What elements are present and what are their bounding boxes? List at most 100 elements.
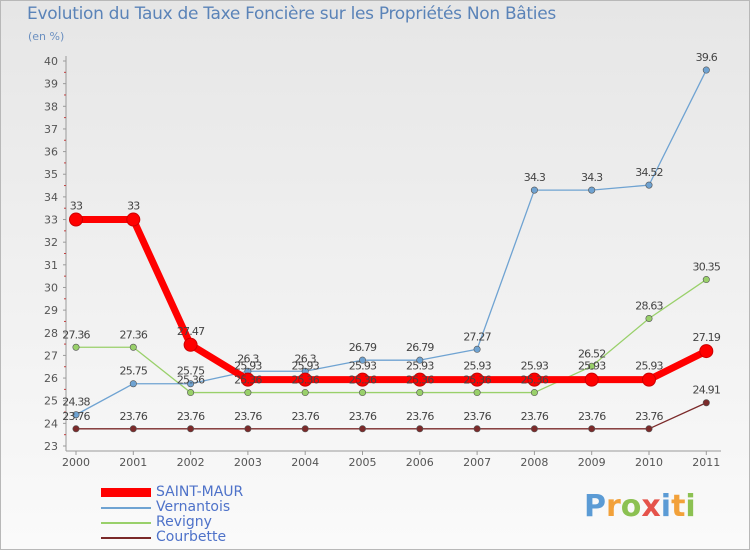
y-tick-label: 31 (44, 259, 58, 272)
data-label: 25.93 (234, 360, 262, 373)
data-point (642, 372, 656, 387)
data-point (530, 389, 538, 397)
data-point (244, 425, 252, 433)
data-label: 27.36 (120, 328, 148, 341)
data-point (72, 411, 80, 419)
data-labels-layer: 23.76 23.76 23.76 23.76 23.76 23.76 23.76 23.76… (62, 51, 721, 423)
data-label: 23.76 (406, 410, 434, 423)
data-point (645, 314, 653, 322)
data-label: 25.36 (177, 374, 205, 387)
series-line-revigny (76, 279, 707, 394)
data-label: 25.36 (234, 374, 262, 387)
y-tick-label: 40 (44, 55, 58, 68)
data-label: 23.76 (578, 410, 606, 423)
data-point (358, 389, 366, 397)
logo-letter: t (671, 489, 686, 524)
series-layer (69, 66, 714, 433)
data-point (412, 372, 427, 387)
data-point (72, 425, 80, 433)
y-tick-label: 33 (44, 214, 58, 227)
legend-label: Revigny (156, 514, 212, 530)
data-label: 26.79 (349, 341, 377, 354)
x-tick-label: 2001 (119, 456, 147, 469)
data-point (355, 372, 370, 387)
x-tick-label: 2010 (635, 456, 663, 469)
x-tick-label: 2006 (406, 456, 434, 469)
logo-letter: r (606, 489, 621, 524)
data-label: 25.93 (463, 360, 491, 373)
y-tick-label: 23 (44, 440, 58, 453)
data-label: 25.36 (463, 374, 491, 387)
data-label: 25.93 (406, 360, 434, 373)
data-label: 28.63 (635, 299, 663, 312)
data-point (527, 372, 542, 387)
data-label: 25.93 (635, 360, 663, 373)
x-tick-label: 2000 (62, 456, 90, 469)
data-label: 25.36 (349, 374, 377, 387)
data-point (470, 372, 485, 387)
data-point (584, 372, 599, 387)
data-point (416, 356, 424, 364)
data-point (588, 362, 596, 370)
data-label: 27.36 (62, 328, 90, 341)
data-point (473, 389, 481, 397)
data-point (588, 425, 596, 433)
legend-swatch (101, 488, 151, 497)
data-point (129, 380, 137, 388)
data-point (126, 212, 141, 227)
data-label: 23.76 (234, 410, 262, 423)
data-point (301, 389, 309, 397)
data-label: 33 (70, 200, 83, 213)
data-point (69, 212, 83, 227)
y-tick-label: 25 (44, 395, 58, 408)
data-point (645, 181, 653, 189)
data-point (72, 343, 80, 351)
data-label: 24.38 (62, 396, 90, 409)
proxiti-logo: Proxiti (584, 489, 696, 524)
data-point (183, 337, 198, 352)
x-tick-label: 2004 (291, 456, 319, 469)
data-point (645, 425, 653, 433)
data-point (187, 425, 195, 433)
x-tick-label: 2011 (692, 456, 720, 469)
legend-label: SAINT-MAUR (156, 484, 244, 500)
data-label: 23.76 (349, 410, 377, 423)
data-label: 25.75 (120, 365, 148, 378)
data-label: 25.93 (578, 360, 606, 373)
data-label: 25.36 (406, 374, 434, 387)
y-tick-label: 29 (44, 304, 58, 317)
data-label: 23.76 (291, 410, 319, 423)
y-tick-label: 32 (44, 236, 58, 249)
data-point (129, 343, 137, 351)
data-label: 23.76 (62, 410, 90, 423)
series-line-courbette (76, 402, 707, 430)
x-tick-label: 2002 (177, 456, 205, 469)
data-point (129, 425, 137, 433)
y-tick-label: 24 (44, 417, 58, 430)
data-point (301, 425, 309, 433)
y-tick-label: 26 (44, 372, 58, 385)
data-label: 27.47 (177, 325, 205, 338)
series-line-vernantois (75, 69, 707, 416)
data-label: 23.76 (521, 410, 549, 423)
data-label: 26.3 (237, 352, 259, 365)
data-label: 25.75 (177, 365, 205, 378)
data-point (702, 276, 710, 284)
logo-letter: i (660, 489, 672, 524)
data-point (699, 344, 714, 359)
logo-letter: x (641, 489, 661, 524)
data-point (473, 345, 481, 353)
data-point (187, 380, 195, 388)
data-point (187, 389, 195, 397)
legend-swatch (101, 537, 151, 539)
data-label: 26.79 (406, 341, 434, 354)
data-label: 25.93 (349, 360, 377, 373)
data-label: 34.3 (581, 171, 603, 184)
data-point (358, 425, 366, 433)
data-label: 26.3 (295, 352, 317, 365)
data-point (530, 186, 538, 194)
chart-title: Evolution du Taux de Taxe Foncière sur l… (27, 4, 556, 24)
data-label: 30.35 (693, 261, 721, 274)
y-axis-unit-label: (en %) (28, 30, 65, 43)
